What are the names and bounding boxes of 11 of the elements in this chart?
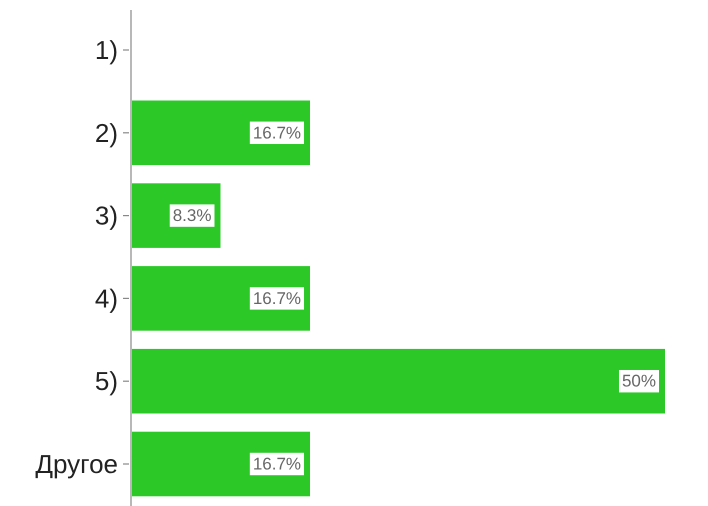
y-tick-label: 3) — [94, 200, 118, 231]
y-tick-label: Другое — [35, 449, 118, 479]
data-label: 8.3% — [172, 206, 212, 226]
data-label: 16.7% — [252, 454, 302, 474]
y-tick-label: 1) — [94, 35, 118, 65]
data-label: 16.7% — [252, 288, 302, 308]
y-tick-label: 5) — [94, 366, 118, 396]
y-tick-label: 2) — [94, 118, 118, 148]
y-tick-label: 4) — [94, 283, 118, 314]
data-label: 16.7% — [252, 123, 302, 142]
data-label: 50% — [622, 372, 656, 391]
